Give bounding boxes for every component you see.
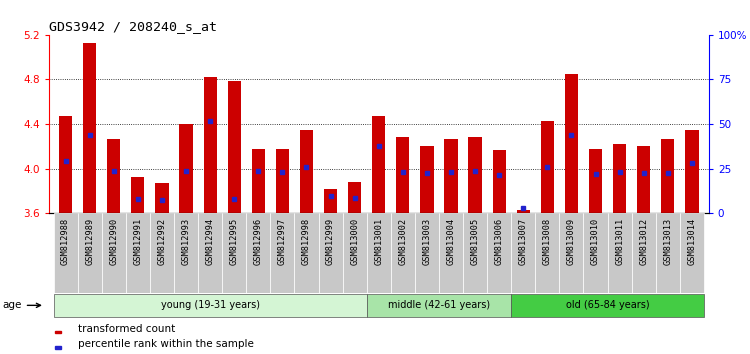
Bar xyxy=(83,42,96,213)
Text: transformed count: transformed count xyxy=(79,324,176,333)
Bar xyxy=(131,177,145,213)
Bar xyxy=(493,150,506,213)
Bar xyxy=(415,213,439,293)
Bar xyxy=(391,213,415,293)
Bar xyxy=(439,213,463,293)
Bar xyxy=(584,213,608,293)
Bar xyxy=(343,213,367,293)
Text: GDS3942 / 208240_s_at: GDS3942 / 208240_s_at xyxy=(49,21,217,34)
Text: GSM813012: GSM813012 xyxy=(639,217,648,265)
Text: GSM813004: GSM813004 xyxy=(446,217,455,265)
Text: GSM812996: GSM812996 xyxy=(254,217,262,265)
Bar xyxy=(396,137,410,213)
Text: GSM812999: GSM812999 xyxy=(326,217,335,265)
Bar xyxy=(324,189,338,213)
Text: GSM812988: GSM812988 xyxy=(61,217,70,265)
Bar xyxy=(246,213,270,293)
Text: GSM812990: GSM812990 xyxy=(110,217,118,265)
Bar xyxy=(541,121,554,213)
Text: GSM812998: GSM812998 xyxy=(302,217,311,265)
Text: GSM813007: GSM813007 xyxy=(519,217,528,265)
Bar xyxy=(276,149,289,213)
Text: GSM812997: GSM812997 xyxy=(278,217,287,265)
Bar xyxy=(53,213,78,293)
Bar xyxy=(536,213,560,293)
Bar xyxy=(517,210,530,213)
Bar xyxy=(348,182,361,213)
Text: young (19-31 years): young (19-31 years) xyxy=(160,300,260,310)
Bar xyxy=(227,80,241,213)
Bar xyxy=(372,116,386,213)
Bar xyxy=(174,213,198,293)
Text: percentile rank within the sample: percentile rank within the sample xyxy=(79,339,254,349)
Text: GSM813005: GSM813005 xyxy=(470,217,479,265)
Bar xyxy=(59,116,72,213)
Bar xyxy=(589,149,602,213)
Bar xyxy=(656,213,680,293)
Bar xyxy=(680,213,704,293)
Text: GSM813010: GSM813010 xyxy=(591,217,600,265)
Bar xyxy=(78,213,102,293)
Text: GSM813002: GSM813002 xyxy=(398,217,407,265)
Bar xyxy=(102,213,126,293)
Text: GSM812993: GSM812993 xyxy=(182,217,190,265)
Bar xyxy=(686,130,698,213)
Bar xyxy=(150,213,174,293)
FancyBboxPatch shape xyxy=(367,295,512,317)
Bar xyxy=(126,213,150,293)
Text: GSM813011: GSM813011 xyxy=(615,217,624,265)
Text: GSM812991: GSM812991 xyxy=(134,217,142,265)
Text: GSM812989: GSM812989 xyxy=(86,217,94,265)
Text: GSM813008: GSM813008 xyxy=(543,217,552,265)
Bar xyxy=(637,147,650,213)
Text: middle (42-61 years): middle (42-61 years) xyxy=(388,300,490,310)
Bar xyxy=(56,347,61,349)
Text: GSM813009: GSM813009 xyxy=(567,217,576,265)
Bar xyxy=(270,213,295,293)
Bar xyxy=(469,137,482,213)
Bar xyxy=(179,124,193,213)
Text: GSM813003: GSM813003 xyxy=(422,217,431,265)
Bar xyxy=(295,213,319,293)
Bar xyxy=(560,213,584,293)
Text: GSM813013: GSM813013 xyxy=(663,217,672,265)
Bar xyxy=(203,77,217,213)
Bar xyxy=(512,213,536,293)
Text: GSM813000: GSM813000 xyxy=(350,217,359,265)
Bar xyxy=(420,147,434,213)
Text: old (65-84 years): old (65-84 years) xyxy=(566,300,650,310)
Text: GSM813001: GSM813001 xyxy=(374,217,383,265)
Bar xyxy=(252,149,265,213)
Bar xyxy=(662,139,674,213)
FancyBboxPatch shape xyxy=(512,295,704,317)
Bar xyxy=(300,130,313,213)
Bar xyxy=(56,331,61,333)
Bar xyxy=(613,144,626,213)
Text: GSM812995: GSM812995 xyxy=(230,217,238,265)
Bar xyxy=(565,74,578,213)
Bar xyxy=(445,139,458,213)
Bar xyxy=(463,213,488,293)
Bar xyxy=(367,213,391,293)
Text: GSM812992: GSM812992 xyxy=(158,217,166,265)
Text: GSM812994: GSM812994 xyxy=(206,217,214,265)
Bar xyxy=(107,139,121,213)
Bar xyxy=(632,213,656,293)
Bar xyxy=(198,213,222,293)
Text: age: age xyxy=(2,300,40,310)
Bar xyxy=(608,213,631,293)
FancyBboxPatch shape xyxy=(53,295,367,317)
Bar xyxy=(222,213,246,293)
Text: GSM813014: GSM813014 xyxy=(688,217,697,265)
Bar xyxy=(155,183,169,213)
Bar xyxy=(488,213,512,293)
Bar xyxy=(319,213,343,293)
Text: GSM813006: GSM813006 xyxy=(495,217,504,265)
